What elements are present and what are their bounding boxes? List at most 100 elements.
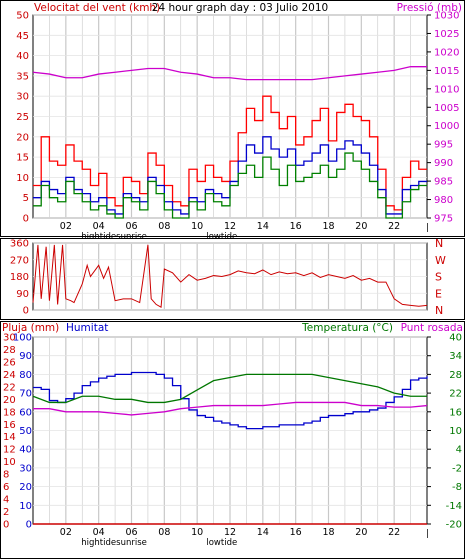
rain-y-tick-label: 4 [3,495,9,506]
compass-label: E [435,287,442,300]
weather-axes: 0246810121416182022242628300102030405060… [3,333,462,549]
pressure-y-tick-label: 1005 [434,103,459,114]
weather-series [32,371,428,525]
direction-y-tick-label: 360 [10,239,29,250]
x-tick-label: 20 [355,221,367,232]
humidity-y-tick-label: 10 [19,501,32,512]
x-tick-label: 14 [257,527,269,538]
rain-y-tick-label: 22 [3,382,16,393]
wind-y-tick-label: 5 [23,193,29,204]
rain-y-tick-label: 26 [3,357,16,368]
pressure-y-tick-label: 985 [434,177,453,188]
wind-y-tick-label: 10 [16,173,29,184]
x-tick-label: 22 [388,221,400,232]
rain-y-tick-label: 14 [3,432,16,443]
humidity-title: Humitat [66,322,108,334]
x-tick-label: 04 [93,221,105,232]
x-tick-label: 08 [158,221,170,232]
temperature-y-tick-label: 40 [449,333,462,344]
compass-label: N [435,304,443,317]
humidity-y-tick-label: 50 [19,426,32,437]
x-end-mark: | [426,223,429,233]
direction-y-tick-label: 90 [16,289,29,300]
humidity-y-tick-label: 80 [19,370,32,381]
temperature-y-tick-label: 10 [449,426,462,437]
x-tick-label: 06 [125,527,137,538]
pressure-y-tick-label: 1020 [434,47,459,58]
x-tick-label: 18 [322,221,334,232]
direction-y-tick-label: 270 [10,255,29,266]
rain-y-tick-label: 2 [3,507,9,518]
rain-y-tick-label: 10 [3,457,16,468]
temperature-y-tick-label: 28 [449,370,462,381]
rain-y-tick-label: 8 [3,470,9,481]
x-tick-label: 20 [355,527,367,538]
rain-y-tick-label: 24 [3,370,16,381]
temperature-title: Temperatura (°C) [301,322,393,334]
x-annotation: sunrise [116,232,147,242]
humidity-y-tick-label: 90 [19,351,32,362]
pressure-y-tick-label: 1015 [434,66,459,77]
rain-y-tick-label: 0 [3,520,9,531]
humidity-y-tick-label: 0 [26,520,32,531]
x-tick-label: 16 [290,527,302,538]
temperature-y-tick-label: -2 [452,463,462,474]
pressure-y-tick-label: 995 [434,140,453,151]
direction-y-tick-label: 0 [23,306,29,317]
wind-y-tick-label: 35 [16,71,29,82]
pressure-y-tick-label: 1025 [434,29,459,40]
compass-label: N [435,237,443,250]
x-annotation: hightide [81,232,116,242]
wind-left-title: Velocitat del vent (kmh) [34,2,160,14]
weather-grid [33,336,427,525]
temperature-y-tick-label: -14 [446,501,462,512]
pressure-y-tick-label: 980 [434,195,453,206]
direction-line [32,244,428,309]
wind-y-tick-label: 30 [16,92,29,103]
x-tick-label: 10 [191,527,203,538]
x-tick-label: 18 [322,527,334,538]
pressure-y-tick-label: 1000 [434,121,459,132]
x-tick-label: 14 [257,221,269,232]
humidity-y-tick-label: 40 [19,445,32,456]
x-tick-label: 02 [60,527,72,538]
pressure-y-tick-label: 990 [434,158,453,169]
pressure-line [32,66,427,81]
x-tick-label: 02 [60,221,72,232]
rain-y-tick-label: 28 [3,345,16,356]
humidity-y-tick-label: 70 [19,389,32,400]
compass-label: W [435,254,446,267]
temperature-y-tick-label: 16 [449,407,462,418]
rain-y-tick-label: 16 [3,420,16,431]
x-tick-label: 08 [158,527,170,538]
x-annotation: lowtide [206,538,237,548]
temperature-line [32,373,427,404]
wind-y-tick-label: 50 [16,11,29,22]
direction-series [32,244,428,309]
wind-green-line [33,152,427,219]
x-annotation: sunrise [116,538,147,548]
direction-y-tick-label: 180 [10,272,29,283]
x-tick-label: 12 [224,221,236,232]
temperature-y-tick-label: 22 [449,389,462,400]
dewpoint-line [33,401,428,416]
wind-right-title: Pressió (mb) [397,2,462,14]
rain-y-tick-label: 20 [3,395,16,406]
rain-y-tick-label: 12 [3,445,16,456]
rain-y-tick-label: 18 [3,407,16,418]
x-tick-label: 22 [388,527,400,538]
wind-y-tick-label: 20 [16,132,29,143]
temperature-y-tick-label: -8 [452,482,462,493]
wind-axes: 0510152025303540455097598098599099510001… [16,11,459,243]
wind-center-title: 24 hour graph day : 03 Julio 2010 [152,2,328,14]
humidity-y-tick-label: 30 [19,463,32,474]
temperature-y-tick-label: 34 [449,351,462,362]
wind-y-tick-label: 0 [23,214,29,225]
humidity-y-tick-label: 100 [13,333,32,344]
pressure-y-tick-label: 1030 [434,11,459,22]
pressure-y-tick-label: 975 [434,214,453,225]
x-tick-label: 16 [290,221,302,232]
wind-y-tick-label: 45 [16,31,29,42]
